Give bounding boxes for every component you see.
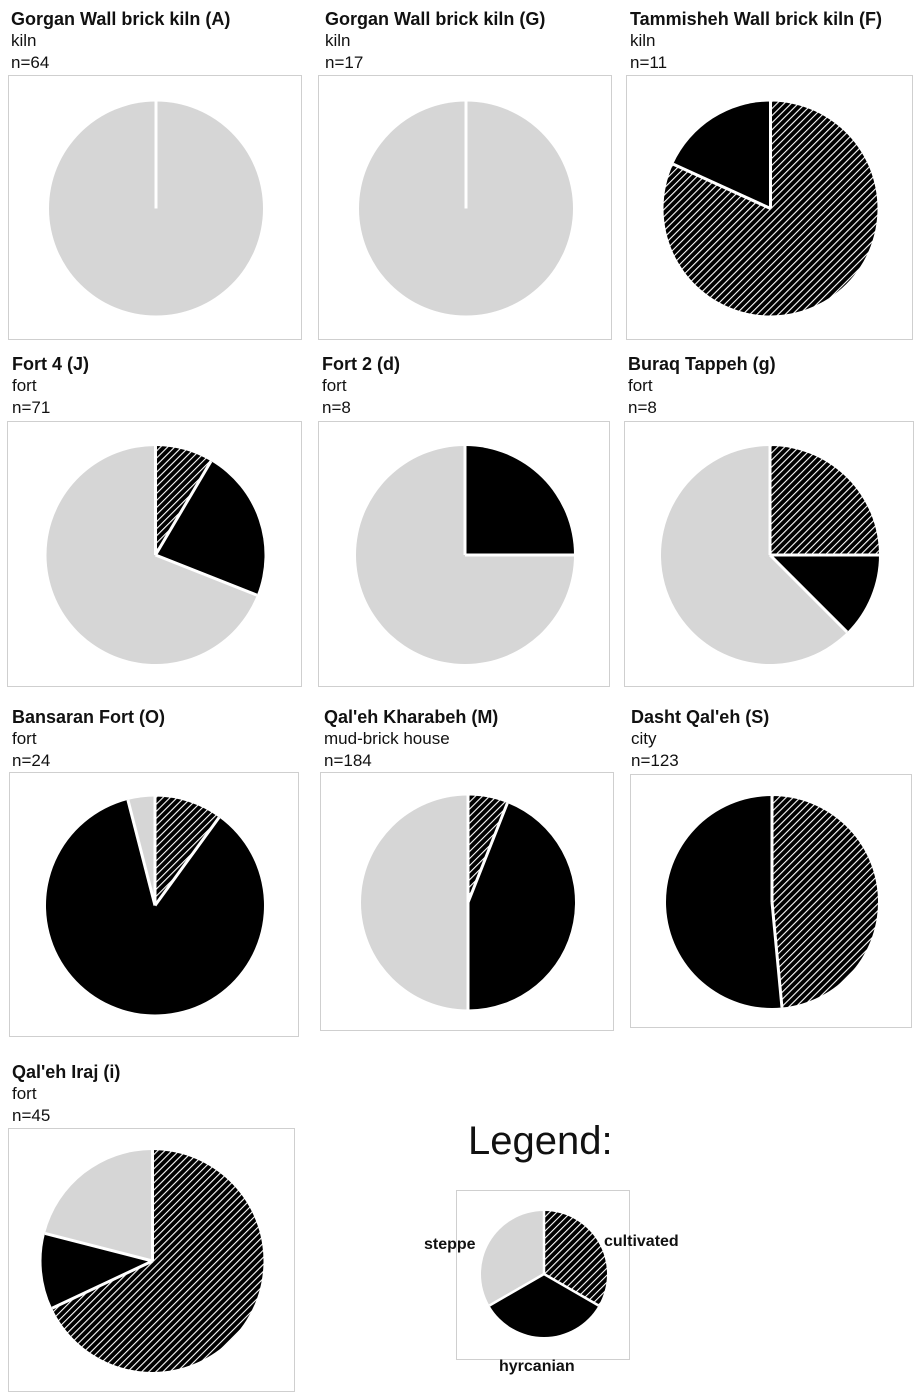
panel-site-type: kiln xyxy=(630,31,656,50)
pie-slice-hyrcanian xyxy=(155,461,265,596)
pie-frame xyxy=(8,75,302,340)
panel-site-type: fort xyxy=(12,376,37,395)
legend-frame xyxy=(456,1190,630,1360)
panel-title: Buraq Tappeh (g) xyxy=(628,354,776,374)
pie-frame xyxy=(624,421,914,687)
pie-slice-hyrcanian xyxy=(666,796,782,1008)
pie-chart xyxy=(49,101,263,316)
pie-panel: Dasht Qal'eh (S) city n=123 xyxy=(630,706,915,1038)
pie-slice-steppe xyxy=(660,446,848,664)
legend-title: Legend: xyxy=(468,1119,613,1163)
pie-slice-cultivated xyxy=(155,446,211,555)
slice-separator xyxy=(44,1231,153,1263)
panel-title: Dasht Qal'eh (S) xyxy=(631,707,770,727)
pie-slice-hyrcanian xyxy=(770,555,879,633)
pie-slice-cultivated xyxy=(772,796,879,1008)
slice-separator xyxy=(126,799,157,906)
pie-frame xyxy=(9,772,299,1037)
panel-title: Fort 2 (d) xyxy=(322,354,400,374)
panel-sample-size: n=123 xyxy=(631,751,679,770)
panel-site-type: kiln xyxy=(325,31,351,50)
panel-sample-size: n=8 xyxy=(322,398,351,417)
panel-sample-size: n=8 xyxy=(628,398,657,417)
pie-slice-hyrcanian xyxy=(41,1233,153,1309)
panel-title: Gorgan Wall brick kiln (G) xyxy=(325,9,546,29)
legend-label-cultivated: cultivated xyxy=(604,1233,679,1250)
pie-slice-steppe xyxy=(361,795,468,1010)
pie-chart xyxy=(356,446,574,664)
slice-separator xyxy=(672,162,772,210)
panel-site-type: fort xyxy=(12,1084,37,1103)
pie-panel: Qal'eh Iraj (i) fort n=45 xyxy=(8,1061,302,1392)
panel-title: Qal'eh Kharabeh (M) xyxy=(324,707,499,727)
legend-pie xyxy=(480,1211,608,1338)
panel-site-type: fort xyxy=(322,376,347,395)
legend-label-steppe: steppe xyxy=(424,1236,476,1253)
pie-slice-cultivated xyxy=(155,796,220,906)
pie-slice-cultivated xyxy=(52,1150,264,1372)
pie-chart xyxy=(46,446,265,664)
pie-panel: Bansaran Fort (O) fort n=24 xyxy=(9,706,302,1038)
panel-sample-size: n=184 xyxy=(324,751,372,770)
slice-separator xyxy=(154,553,258,597)
panel-sample-size: n=71 xyxy=(12,398,51,417)
slice-separator xyxy=(543,1272,600,1307)
pie-chart xyxy=(45,796,264,1015)
pie-panel: Gorgan Wall brick kiln (A) kiln n=64 xyxy=(8,8,305,340)
slice-separator xyxy=(153,816,221,907)
pie-frame xyxy=(630,774,912,1028)
pie-panel: Gorgan Wall brick kiln (G) kiln n=17 xyxy=(318,8,625,340)
pie-chart xyxy=(361,795,576,1010)
panel-title: Bansaran Fort (O) xyxy=(12,707,166,727)
panel-sample-size: n=64 xyxy=(11,53,50,72)
pie-panel: Buraq Tappeh (g) fort n=8 xyxy=(624,353,915,688)
pie-slice-hyrcanian xyxy=(45,799,264,1015)
panel-site-type: mud-brick house xyxy=(324,729,450,748)
panel-site-type: kiln xyxy=(11,31,37,50)
pie-panel: Tammisheh Wall brick kiln (F) kiln n=11 xyxy=(626,8,915,340)
slice-separator xyxy=(466,802,509,904)
pie-slice-hyrcanian xyxy=(465,446,574,555)
pie-slice-cultivated xyxy=(770,446,879,555)
panel-site-type: fort xyxy=(628,376,653,395)
panel-sample-size: n=24 xyxy=(12,751,51,770)
pie-panel: Fort 4 (J) fort n=71 xyxy=(7,353,304,688)
pie-slice-steppe xyxy=(46,446,257,664)
slice-separator xyxy=(488,1272,545,1307)
legend-label-hyrcanian: hyrcanian xyxy=(499,1358,575,1375)
panel-sample-size: n=45 xyxy=(12,1106,51,1125)
pie-frame xyxy=(318,75,612,340)
pie-chart xyxy=(666,796,879,1008)
slice-separator xyxy=(154,460,213,556)
pie-panel: Fort 2 (d) fort n=8 xyxy=(318,353,612,688)
slice-separator xyxy=(51,1259,154,1310)
pie-frame xyxy=(7,421,302,687)
pie-chart xyxy=(41,1150,264,1372)
pie-slice-hyrcanian xyxy=(468,803,576,1010)
pie-frame xyxy=(318,421,610,687)
panel-title: Gorgan Wall brick kiln (A) xyxy=(11,9,231,29)
panel-sample-size: n=17 xyxy=(325,53,364,72)
panel-title: Fort 4 (J) xyxy=(12,354,90,374)
pie-chart xyxy=(359,101,573,316)
pie-frame xyxy=(626,75,913,340)
pie-slice-hyrcanian xyxy=(673,101,771,209)
slice-separator xyxy=(770,901,784,1008)
panel-title: Tammisheh Wall brick kiln (F) xyxy=(630,9,883,29)
pie-panel: Qal'eh Kharabeh (M) mud-brick house n=18… xyxy=(320,706,616,1038)
pie-slice-steppe xyxy=(44,1150,153,1261)
panel-site-type: city xyxy=(631,729,657,748)
panel-sample-size: n=11 xyxy=(630,53,668,72)
pie-chart xyxy=(660,446,879,664)
panel-title: Qal'eh Iraj (i) xyxy=(12,1062,121,1082)
pie-chart xyxy=(663,101,878,316)
pie-frame xyxy=(8,1128,295,1392)
slice-separator xyxy=(768,553,849,634)
panel-site-type: fort xyxy=(12,729,37,748)
pie-frame xyxy=(320,772,614,1031)
